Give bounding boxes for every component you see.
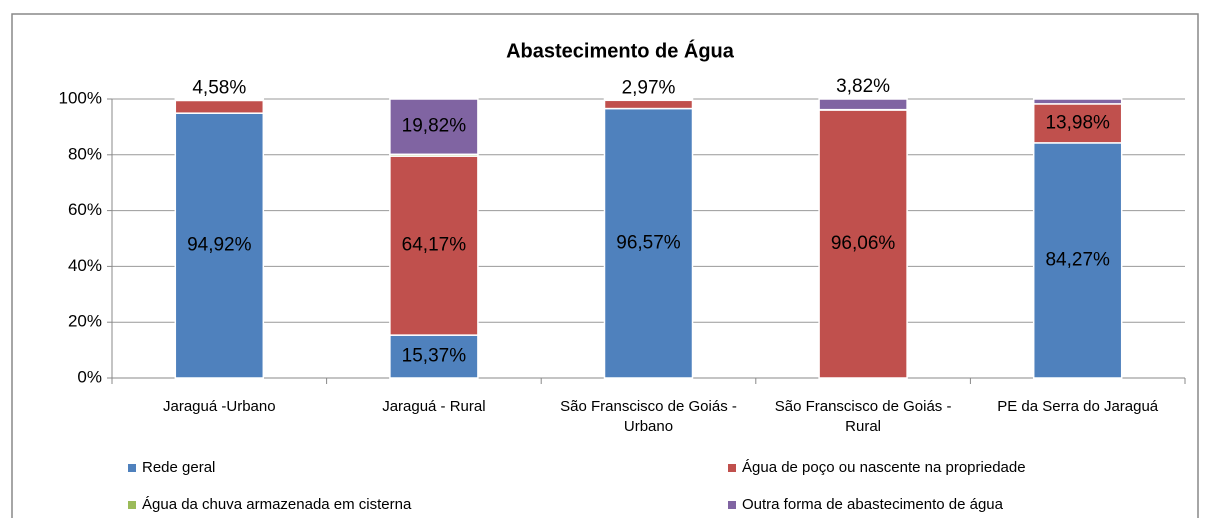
legend-label: Outra forma de abastecimento de água xyxy=(742,496,1004,513)
bar-segment xyxy=(1032,142,1123,379)
data-label: 19,82% xyxy=(402,116,467,137)
data-label: 96,57% xyxy=(616,232,681,253)
data-label: 3,82% xyxy=(836,76,890,97)
data-label: 13,98% xyxy=(1045,112,1110,133)
bar-segment xyxy=(389,98,479,156)
bar-segment xyxy=(389,334,479,379)
legend-swatch xyxy=(128,464,136,472)
bar-segment xyxy=(818,98,908,111)
x-tick-label: São Franscisco de Goiás - Urbano xyxy=(560,398,737,435)
data-label: 4,58% xyxy=(192,77,246,98)
x-tick-label: Jaraguá - Rural xyxy=(382,398,486,415)
bar-segment xyxy=(174,98,265,102)
y-tick-label: 0% xyxy=(77,367,102,386)
data-label: 15,37% xyxy=(402,346,467,367)
y-tick-label: 20% xyxy=(68,312,102,331)
x-tick-label: São Franscisco de Goiás - Rural xyxy=(774,398,952,435)
data-label: 2,97% xyxy=(622,77,676,98)
legend-label: Rede geral xyxy=(142,459,215,476)
y-tick-label: 60% xyxy=(68,200,102,219)
bar-segment xyxy=(603,98,694,102)
x-tick-label: Jaraguá -Urbano xyxy=(163,398,276,415)
bar-segment xyxy=(174,99,265,114)
y-tick-label: 100% xyxy=(59,88,102,107)
data-label: 64,17% xyxy=(402,235,467,256)
legend-swatch xyxy=(728,501,736,509)
data-label: 84,27% xyxy=(1045,249,1110,270)
bar-segment xyxy=(1032,98,1123,105)
y-tick-label: 40% xyxy=(68,256,102,275)
bar-segment xyxy=(603,99,694,110)
data-label: 94,92% xyxy=(187,235,252,256)
x-tick-label: PE da Serra do Jaraguá xyxy=(997,398,1159,415)
bar-segment xyxy=(818,109,908,379)
legend-swatch xyxy=(128,501,136,509)
y-tick-label: 80% xyxy=(68,144,102,163)
legend-label: Água de poço ou nascente na propriedade xyxy=(742,459,1026,476)
data-label: 96,06% xyxy=(831,233,896,254)
legend-swatch xyxy=(728,464,736,472)
bar-segment xyxy=(1032,103,1123,144)
legend-label: Água da chuva armazenada em cisterna xyxy=(142,496,412,513)
chart-title: Abastecimento de Água xyxy=(506,39,735,62)
bar-segment xyxy=(174,112,265,379)
